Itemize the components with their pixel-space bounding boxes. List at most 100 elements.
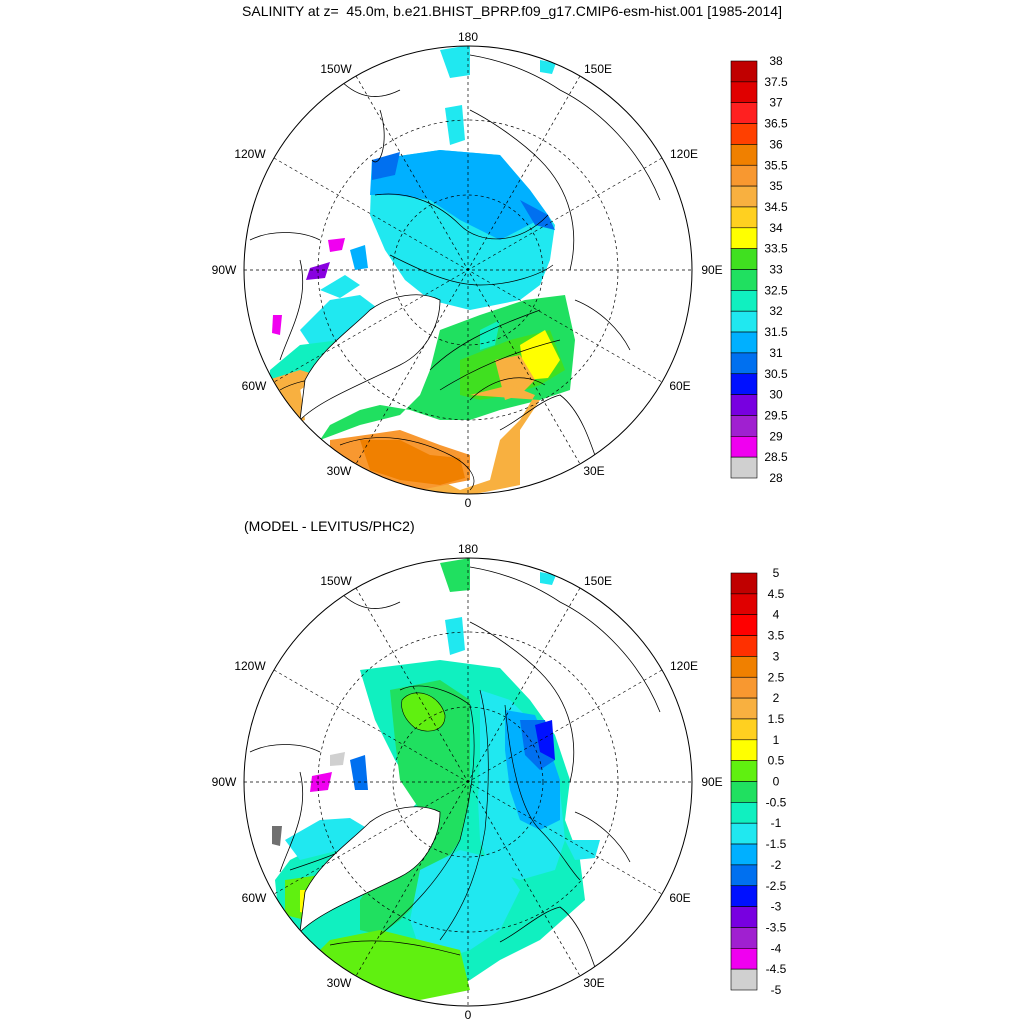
colorbar-label: 29.5 xyxy=(764,408,788,422)
colorbar-swatch xyxy=(730,290,758,312)
colorbar-label: 32.5 xyxy=(764,283,788,297)
colorbar-label: 3 xyxy=(773,649,780,663)
colorbar-swatch xyxy=(730,415,758,437)
colorbar-label: 2.5 xyxy=(768,670,785,684)
colorbar-swatch xyxy=(730,456,758,479)
colorbar-swatch xyxy=(730,435,758,458)
colorbar-swatch xyxy=(730,102,758,124)
colorbar-swatch xyxy=(730,164,758,187)
colorbar-swatch xyxy=(730,123,758,145)
lon-label-90w: 90W xyxy=(212,775,237,789)
colorbar-label: -4.5 xyxy=(766,962,787,976)
difference-map: 180 150W 150E 120W 120E 90W 90E 60W 60E … xyxy=(212,542,723,1022)
salinity-colorbar: 38 37.5 37 36.5 36 35.5 35 34.5 34 33.5 33 32.5 32 31… xyxy=(730,54,788,485)
salinity-map: 180 150W 150E 120W 120E 90W 90E 60W 60E … xyxy=(212,30,723,510)
colorbar-swatch xyxy=(730,906,758,928)
colorbar-label: 3.5 xyxy=(768,629,785,643)
colorbar-swatch xyxy=(730,269,758,291)
colorbar-label: 35.5 xyxy=(764,158,788,172)
colorbar-swatch xyxy=(730,394,758,416)
colorbar-swatch xyxy=(730,676,758,699)
colorbar-swatch xyxy=(730,927,758,949)
difference-field xyxy=(249,558,661,1000)
lon-label-120e: 120E xyxy=(670,147,698,161)
colorbar-label: 4 xyxy=(773,608,780,622)
colorbar-swatch xyxy=(730,227,758,249)
colorbar-label: 31 xyxy=(769,346,783,360)
colorbar-swatch xyxy=(730,822,758,845)
colorbar-label: -2 xyxy=(771,858,782,872)
colorbar-swatch xyxy=(730,593,758,615)
colorbar-swatch xyxy=(730,331,758,354)
lon-label-180: 180 xyxy=(458,542,478,556)
lon-label-120e: 120E xyxy=(670,659,698,673)
colorbar-label: 29 xyxy=(769,429,783,443)
colorbar-label: -3 xyxy=(771,900,782,914)
lon-label-150w: 150W xyxy=(320,62,352,76)
colorbar-swatch xyxy=(730,60,758,83)
figure-title: SALINITY at z= 45.0m, b.e21.BHIST_BPRP.f… xyxy=(242,3,782,19)
lon-label-150e: 150E xyxy=(584,574,612,588)
colorbar-label: -1.5 xyxy=(766,837,787,851)
colorbar-swatch xyxy=(730,968,758,991)
lon-label-30w: 30W xyxy=(327,464,352,478)
colorbar-swatch xyxy=(730,656,758,678)
lon-label-90e: 90E xyxy=(701,775,722,789)
colorbar-swatch xyxy=(730,718,758,741)
colorbar-label: 28.5 xyxy=(764,450,788,464)
colorbar-label: 36 xyxy=(769,137,783,151)
colorbar-label: 30.5 xyxy=(764,367,788,381)
colorbar-label: 1 xyxy=(773,733,780,747)
colorbar-swatch xyxy=(730,781,758,803)
colorbar-label: 35 xyxy=(769,179,783,193)
colorbar-label: 38 xyxy=(769,54,783,68)
salinity-graticule xyxy=(244,46,692,494)
lon-label-30w: 30W xyxy=(327,976,352,990)
lon-label-180: 180 xyxy=(458,30,478,44)
colorbar-swatch xyxy=(730,572,758,595)
lon-label-90e: 90E xyxy=(701,263,722,277)
colorbar-label: 4.5 xyxy=(768,587,785,601)
colorbar-label: -5 xyxy=(771,983,782,997)
colorbar-label: 33.5 xyxy=(764,242,788,256)
salinity-map-frame xyxy=(243,45,693,495)
colorbar-swatch xyxy=(730,739,758,761)
colorbar-swatch xyxy=(730,352,758,375)
lon-label-30e: 30E xyxy=(583,464,604,478)
colorbar-label: 36.5 xyxy=(764,117,788,131)
difference-subtitle: (MODEL - LEVITUS/PHC2) xyxy=(244,518,415,534)
colorbar-label: 31.5 xyxy=(764,325,788,339)
difference-graticule xyxy=(244,558,692,1006)
colorbar-label: 0 xyxy=(773,775,780,789)
colorbar-swatch xyxy=(730,614,758,636)
colorbar-label: 37.5 xyxy=(764,75,788,89)
colorbar-swatch xyxy=(730,373,758,395)
colorbar-label: 37 xyxy=(769,96,783,110)
colorbar-swatch xyxy=(730,635,758,657)
lon-label-0: 0 xyxy=(465,496,472,510)
lon-label-60w: 60W xyxy=(242,379,267,393)
colorbar-swatch xyxy=(730,248,758,270)
lon-label-60e: 60E xyxy=(669,379,690,393)
colorbar-label: 5 xyxy=(773,566,780,580)
lon-label-30e: 30E xyxy=(583,976,604,990)
lon-label-0: 0 xyxy=(465,1008,472,1022)
colorbar-swatch xyxy=(730,947,758,970)
colorbar-swatch xyxy=(730,310,758,333)
lon-label-150w: 150W xyxy=(320,574,352,588)
colorbar-label: 30 xyxy=(769,388,783,402)
difference-colorbar: 5 4.5 4 3.5 3 2.5 2 1.5 1 0.5 0 -0.5 -1 -1.5 -2 -2.5 -3 -… xyxy=(730,566,787,997)
colorbar-swatch xyxy=(730,81,758,103)
colorbar-label: -4 xyxy=(771,941,782,955)
colorbar-swatch xyxy=(730,864,758,887)
colorbar-swatch xyxy=(730,144,758,166)
colorbar-label: 34 xyxy=(769,221,783,235)
colorbar-swatch xyxy=(730,760,758,782)
colorbar-swatch xyxy=(730,206,758,229)
colorbar-swatch xyxy=(730,697,758,720)
colorbar-label: -2.5 xyxy=(766,879,787,893)
colorbar-swatch xyxy=(730,843,758,866)
colorbar-swatch xyxy=(730,885,758,907)
colorbar-label: 32 xyxy=(769,304,783,318)
